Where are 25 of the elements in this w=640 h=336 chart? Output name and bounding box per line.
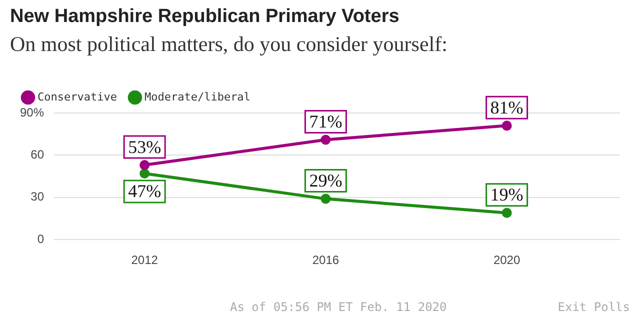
text: As of 05:56 PM ET Feb. 11 2020 [230,300,447,314]
point [502,208,512,218]
data-label: 53% [128,136,162,157]
point [140,168,150,178]
x-tick-label: 2016 [312,253,340,268]
legend-label: Moderate/liberal [144,90,250,104]
data-label: 47% [128,181,162,202]
data-label: 81% [490,97,524,118]
x-tick-label: 2020 [493,253,520,268]
y-tick-label: 90% [20,105,44,120]
legend-label: Conservative [38,90,117,104]
text: Exit Polls [558,300,630,314]
y-tick-label: 60 [30,148,44,162]
y-tick-label: 0 [37,232,44,246]
data-label: 19% [490,184,524,205]
x-tick-label: 2012 [131,253,158,268]
point [502,120,512,131]
point [320,194,331,204]
data-label: 29% [309,170,342,191]
point [320,134,331,145]
data-label: 71% [309,111,342,132]
point [140,160,150,170]
chart-subtitle: On most political matters, do you consider yourself: [10,32,448,57]
chart-title: New Hampshire Republican Primary Voters [10,6,400,28]
y-tick-label: 30 [30,190,44,204]
